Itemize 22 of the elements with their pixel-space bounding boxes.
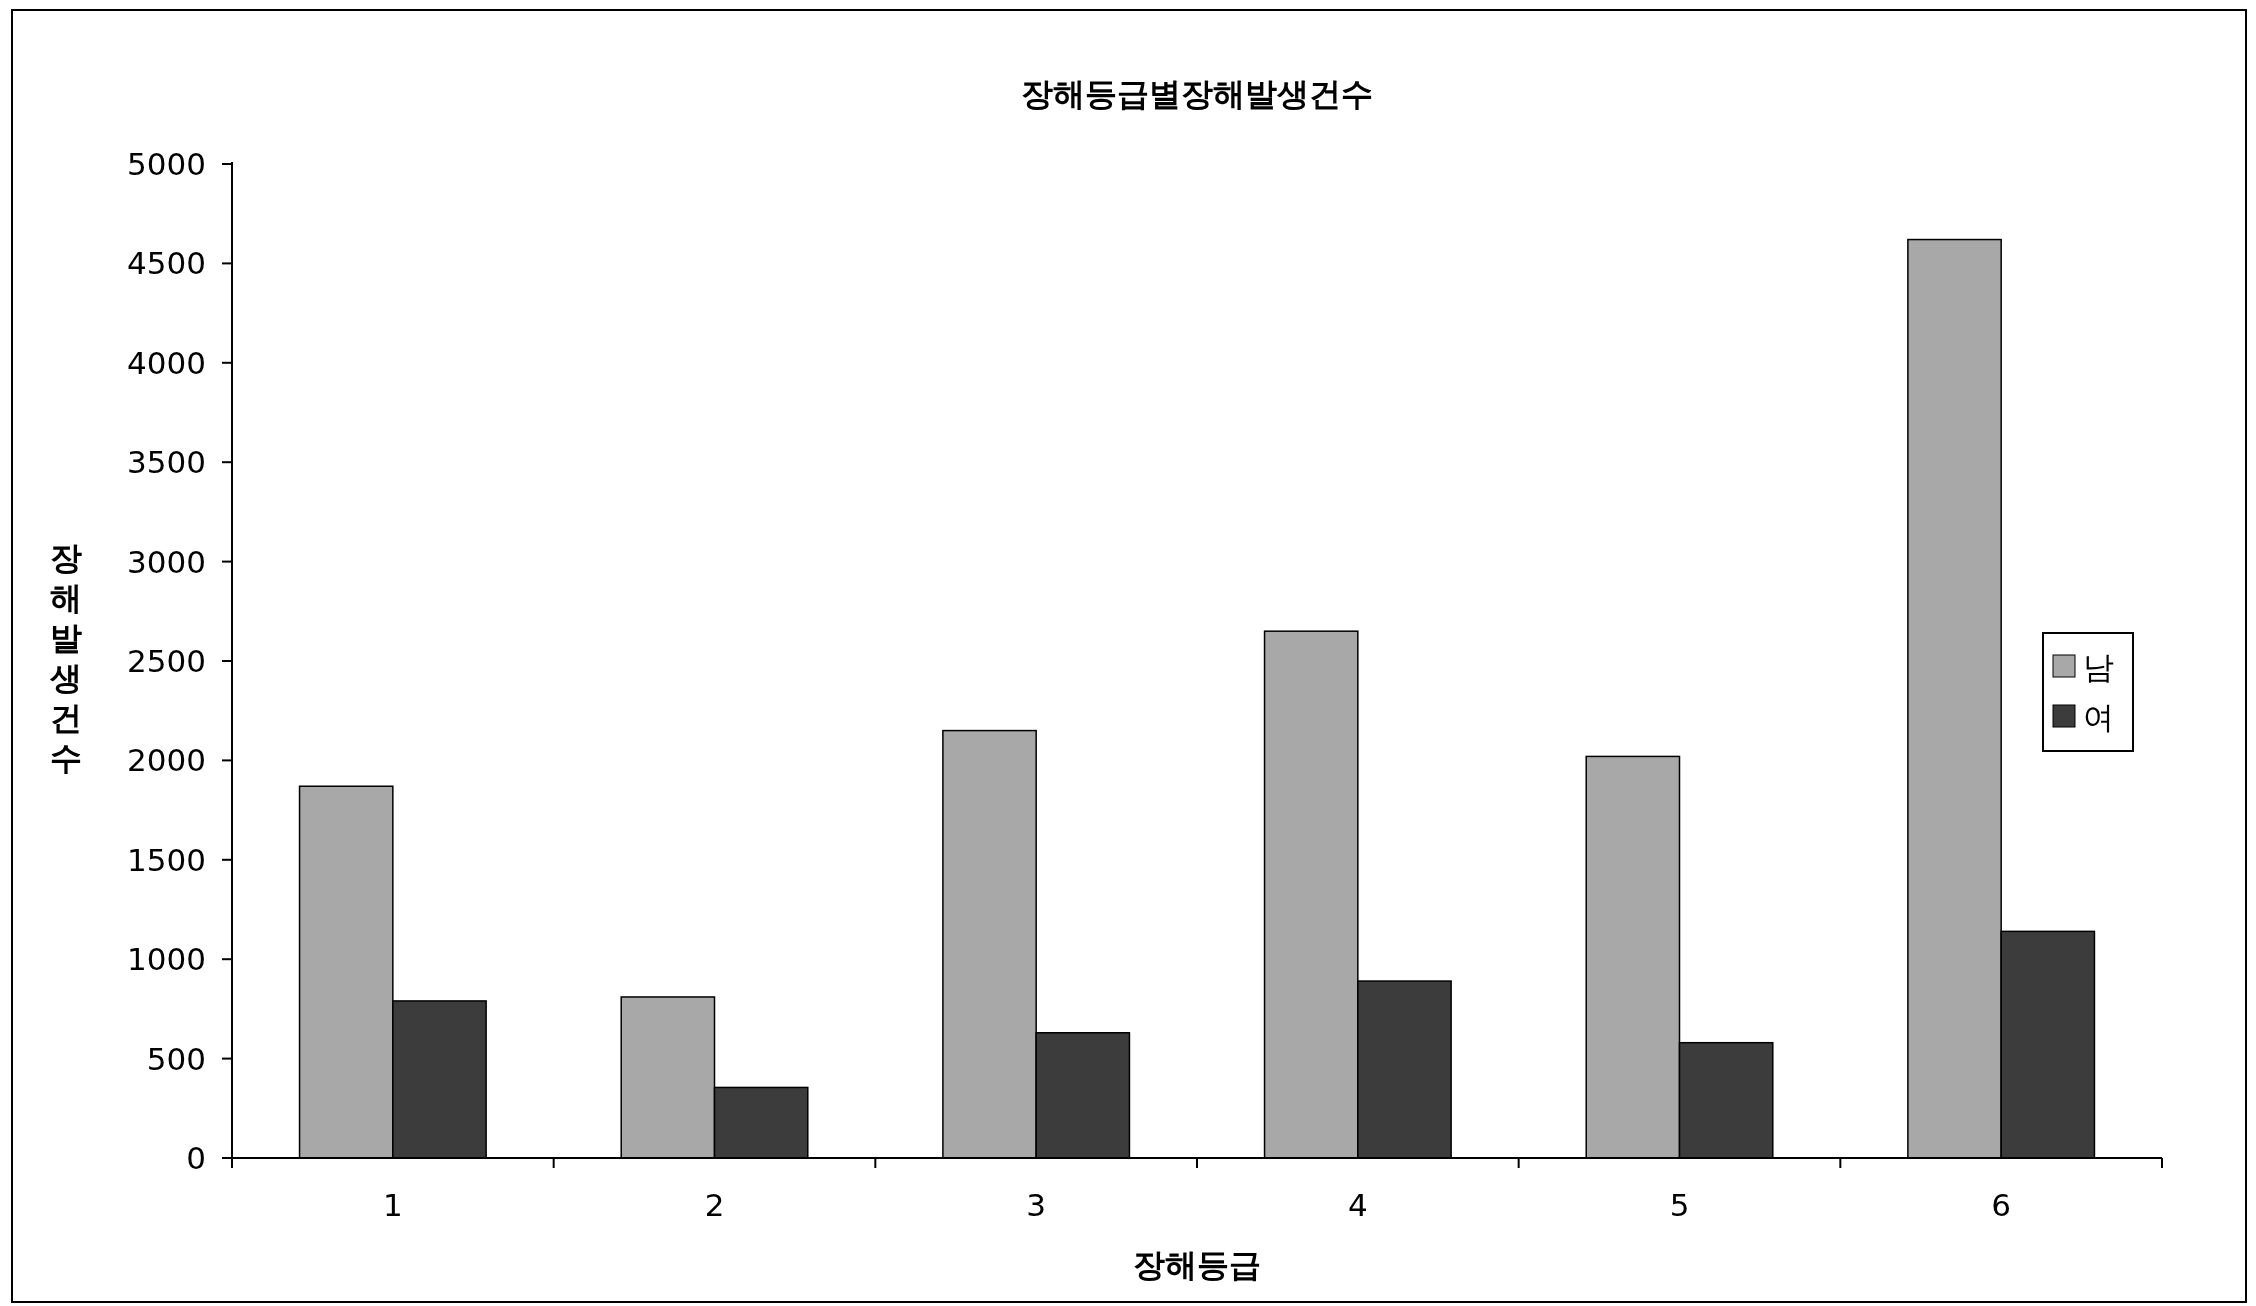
chart-title: 장해등급별장해발생건수 xyxy=(1021,75,1373,113)
y-tick-label: 3000 xyxy=(127,543,206,580)
x-tick-label: 5 xyxy=(1669,1187,1690,1223)
y-tick-label: 2000 xyxy=(127,742,206,779)
x-tick-label: 2 xyxy=(704,1187,725,1223)
x-tick-label: 4 xyxy=(1347,1187,1368,1223)
x-tick-label: 6 xyxy=(1991,1187,2012,1223)
legend-label: 남 xyxy=(2083,649,2114,685)
y-tick-label: 4000 xyxy=(127,344,206,381)
y-axis-title: 장해발생건수 xyxy=(49,539,82,777)
y-tick-label: 1500 xyxy=(127,841,206,878)
y-tick-label: 5000 xyxy=(127,146,206,182)
y-tick-label: 3500 xyxy=(127,444,206,481)
y-tick-label: 500 xyxy=(146,1040,206,1077)
x-axis-title: 장해등급 xyxy=(1133,1246,1261,1284)
x-tick-label: 3 xyxy=(1026,1187,1047,1223)
legend-label: 여 xyxy=(2083,699,2114,735)
y-tick-label: 0 xyxy=(186,1140,206,1176)
y-tick-label: 2500 xyxy=(127,643,206,679)
y-tick-label: 4500 xyxy=(127,245,206,282)
x-tick-label: 1 xyxy=(382,1187,403,1223)
y-tick-label: 1000 xyxy=(127,941,206,978)
